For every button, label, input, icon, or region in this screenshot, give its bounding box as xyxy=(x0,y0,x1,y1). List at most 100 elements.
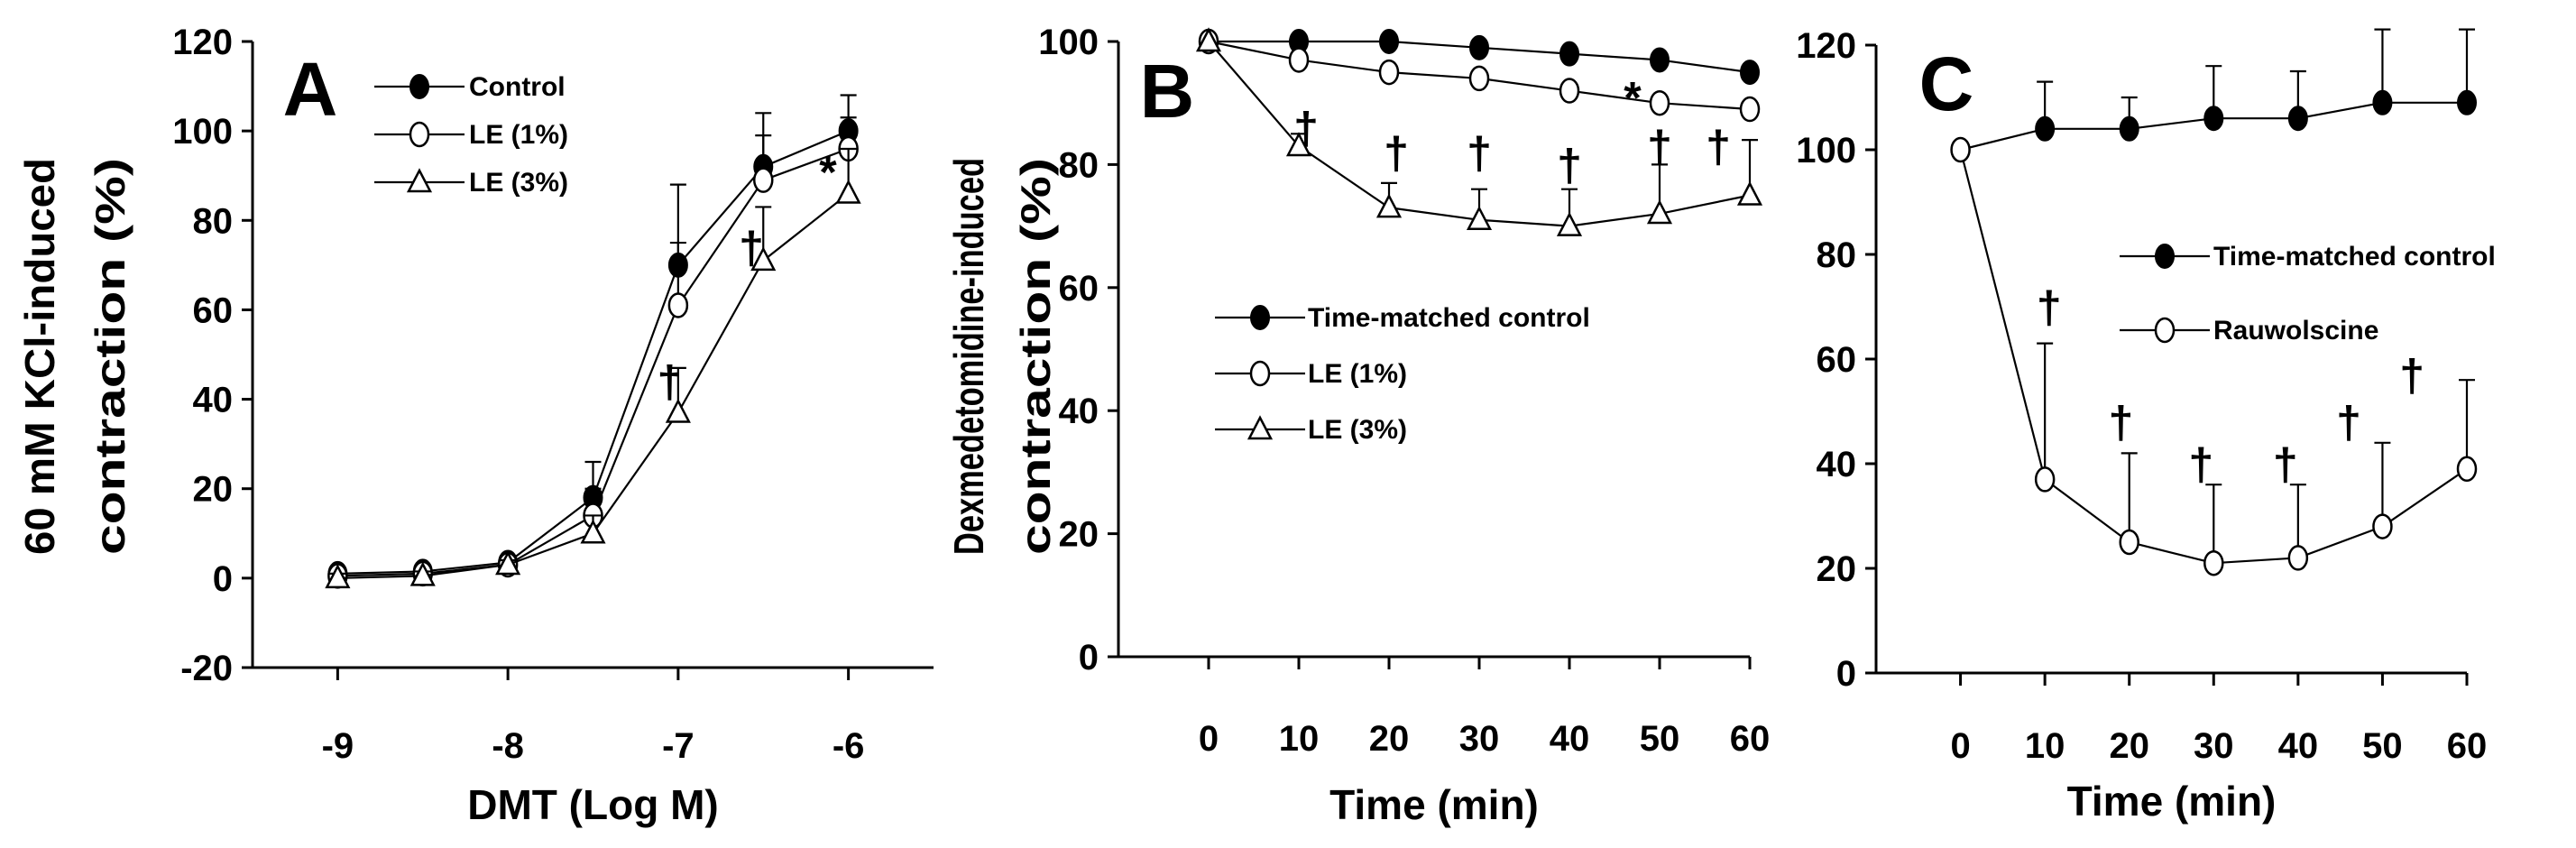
x-tick-label: 30 xyxy=(1459,719,1500,759)
x-tick-label: 10 xyxy=(1279,719,1320,759)
x-tick-label: 0 xyxy=(1950,726,1970,766)
x-tick-label: -7 xyxy=(662,726,695,766)
data-point-marker xyxy=(2287,545,2309,571)
x-tick-label: 40 xyxy=(2278,726,2319,766)
series-2 xyxy=(1195,27,1763,236)
data-point-marker xyxy=(753,167,774,193)
series-2 xyxy=(325,147,861,589)
data-point-marker xyxy=(2456,456,2478,483)
x-tick-label: 50 xyxy=(2362,726,2403,766)
panel-letter: C xyxy=(1919,41,1974,126)
data-point-marker xyxy=(1646,199,1673,225)
data-point-marker xyxy=(2372,513,2393,539)
legend-marker xyxy=(409,74,429,99)
data-point-marker xyxy=(1379,29,1399,54)
data-point-marker xyxy=(1375,193,1403,218)
legend-marker xyxy=(2155,244,2175,269)
y-tick-label: 60 xyxy=(1059,269,1099,309)
significance-marker: † xyxy=(1557,140,1582,190)
y-tick-label: 80 xyxy=(193,201,234,241)
data-point-marker xyxy=(1378,59,1400,86)
series-0 xyxy=(1950,28,2477,162)
panel-b: 0 20 40 60 80 100 0 10 20 30 40 50 60 Time (min) Dexme… xyxy=(945,23,1770,828)
y-tick-label: 0 xyxy=(1079,638,1099,677)
y-tick-label: 80 xyxy=(1817,235,1857,275)
y-tick-label: 80 xyxy=(1059,145,1099,185)
data-point-marker xyxy=(1285,132,1312,157)
y-tick-label: 100 xyxy=(1796,131,1856,171)
data-point-marker xyxy=(1739,96,1761,123)
data-point-marker xyxy=(580,519,606,544)
y-tick-label: 20 xyxy=(193,470,234,510)
significance-marker: † xyxy=(1647,122,1672,172)
x-tick-label: 60 xyxy=(2447,726,2488,766)
legend-label: LE (3%) xyxy=(469,168,568,198)
data-point-marker xyxy=(1556,211,1583,236)
x-tick-label: 0 xyxy=(1199,719,1219,759)
y-axis-label-line: 60 mM KCl-induced xyxy=(16,158,63,555)
data-point-marker xyxy=(665,398,691,423)
y-axis-label-line: contraction (%) xyxy=(87,158,133,555)
y-tick-label: 40 xyxy=(1817,445,1857,484)
series-1 xyxy=(1950,136,2478,576)
y-tick-label: 0 xyxy=(1836,654,1856,694)
y-tick-label: 20 xyxy=(1059,515,1099,555)
legend-label: LE (1%) xyxy=(1308,359,1407,389)
y-tick-label: 60 xyxy=(193,290,234,330)
data-point-marker xyxy=(2372,89,2393,115)
y-tick-label: 20 xyxy=(1817,549,1857,589)
y-tick-label: 120 xyxy=(172,23,233,62)
data-point-marker xyxy=(1468,65,1490,92)
x-tick-label: 40 xyxy=(1550,719,1590,759)
significance-marker: † xyxy=(2037,282,2062,333)
y-tick-label: -20 xyxy=(180,649,233,688)
x-tick-label: 20 xyxy=(1369,719,1410,759)
legend-marker xyxy=(409,121,430,148)
legend-label: LE (1%) xyxy=(469,120,568,150)
legend-marker xyxy=(1247,415,1274,440)
data-point-marker xyxy=(2203,106,2224,132)
x-tick-label: 60 xyxy=(1730,719,1771,759)
significance-marker: † xyxy=(1384,128,1409,179)
legend-marker xyxy=(406,168,433,193)
significance-marker: † xyxy=(2273,439,2298,490)
data-point-marker xyxy=(1195,27,1222,52)
x-tick-label: -9 xyxy=(322,726,354,766)
panel-letter: B xyxy=(1140,49,1195,134)
data-point-marker xyxy=(835,179,861,204)
data-point-marker xyxy=(495,550,521,576)
significance-marker: † xyxy=(739,223,764,273)
data-point-marker xyxy=(1469,34,1489,60)
significance-marker: † xyxy=(1293,103,1319,153)
x-tick-label: 50 xyxy=(1640,719,1680,759)
significance-marker: † xyxy=(1467,128,1492,179)
significance-marker: † xyxy=(2188,439,2213,490)
data-point-marker xyxy=(409,561,436,586)
y-axis-label-line: Dexmedetomidine-induced xyxy=(945,158,992,555)
y-tick-label: 60 xyxy=(1817,340,1857,380)
legend-label: Control xyxy=(469,72,566,102)
data-point-marker xyxy=(1650,47,1670,73)
data-point-marker xyxy=(667,292,689,318)
data-point-marker xyxy=(1649,89,1670,116)
significance-marker: † xyxy=(1706,122,1731,172)
data-point-marker xyxy=(325,564,351,589)
significance-marker: † xyxy=(2399,350,2424,401)
data-point-marker xyxy=(2034,466,2056,493)
data-point-marker xyxy=(1950,136,1971,163)
legend-marker xyxy=(2154,317,2176,344)
y-tick-label: 40 xyxy=(193,381,234,420)
legend-label: LE (3%) xyxy=(1308,415,1407,445)
x-tick-label: -8 xyxy=(492,726,524,766)
x-tick-label: 20 xyxy=(2109,726,2149,766)
data-point-marker xyxy=(2203,549,2224,576)
y-axis-label-line: contraction (%) xyxy=(1012,158,1059,555)
data-point-marker xyxy=(1736,180,1763,206)
x-axis-label: DMT (Log M) xyxy=(467,781,718,828)
data-point-marker xyxy=(2119,529,2139,556)
y-tick-label: 100 xyxy=(172,112,233,152)
significance-marker: † xyxy=(658,357,683,408)
y-tick-label: 100 xyxy=(1038,23,1099,62)
data-point-marker xyxy=(2119,115,2139,142)
